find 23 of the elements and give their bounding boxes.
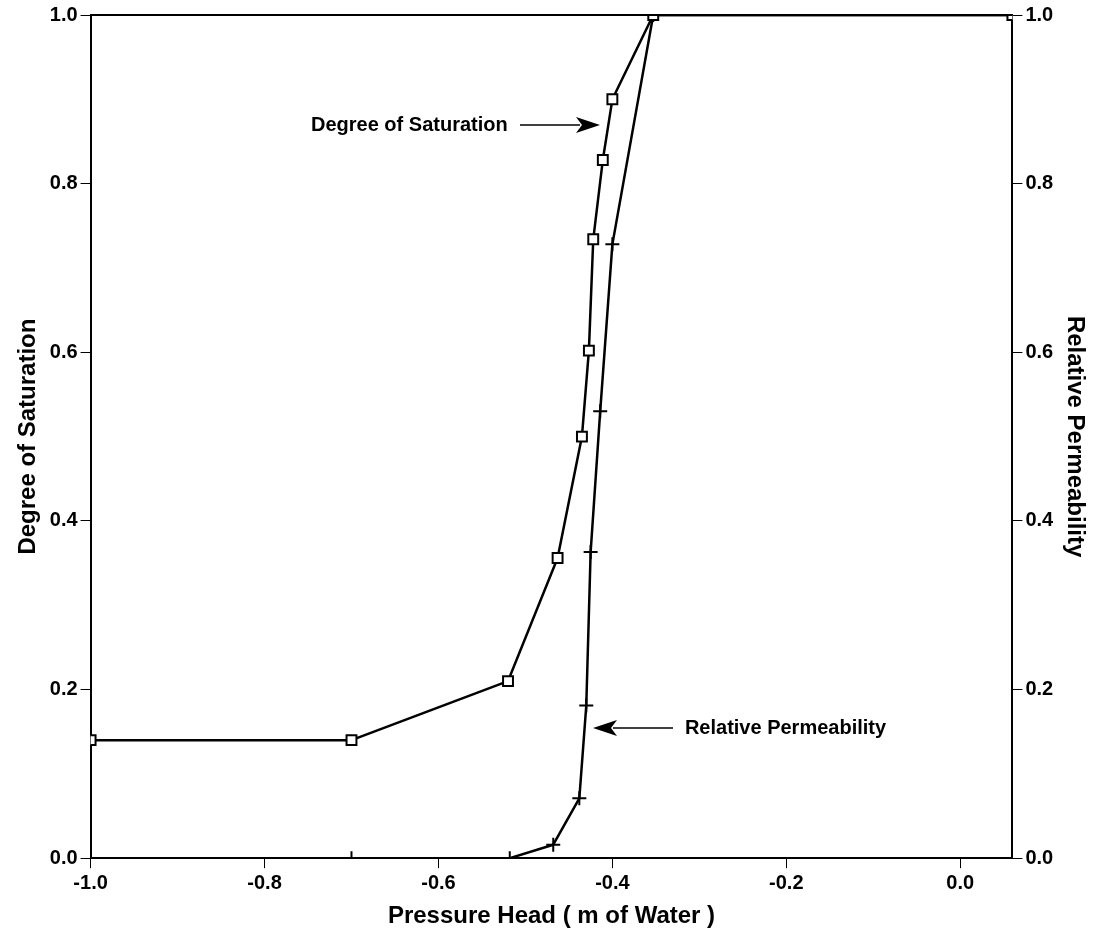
x-tick-label: 0.0	[946, 870, 975, 893]
annotation: Degree of Saturation	[310, 112, 508, 136]
y-axis-title: Degree of Saturation	[13, 318, 41, 555]
y-tick-label: 0.2	[49, 677, 78, 700]
annotation: Relative Permeability	[684, 715, 887, 739]
y2-tick-label: 1.0	[1025, 2, 1054, 25]
y2-tick-label: 0.6	[1025, 339, 1054, 362]
y2-tick-label: 0.0	[1025, 845, 1054, 868]
y-tick-label: 0.4	[49, 508, 79, 531]
x-tick-label: -0.8	[247, 870, 282, 893]
y-tick-label: 0.8	[49, 171, 78, 194]
y2-axis-title: Relative Permeability	[1062, 315, 1090, 558]
x-tick-label: -0.6	[421, 870, 456, 893]
y2-tick-label: 0.4	[1025, 508, 1055, 531]
x-tick-label: -1.0	[73, 870, 108, 893]
y2-tick-label: 0.2	[1025, 677, 1054, 700]
y2-tick-label: 0.8	[1025, 171, 1054, 194]
x-tick-label: -0.4	[595, 870, 631, 893]
x-axis-title: Pressure Head ( m of Water )	[387, 901, 716, 929]
x-tick-label: -0.2	[769, 870, 804, 893]
y-tick-label: 0.0	[49, 845, 78, 868]
y-tick-label: 0.6	[49, 339, 78, 362]
y-tick-label: 1.0	[49, 2, 78, 25]
